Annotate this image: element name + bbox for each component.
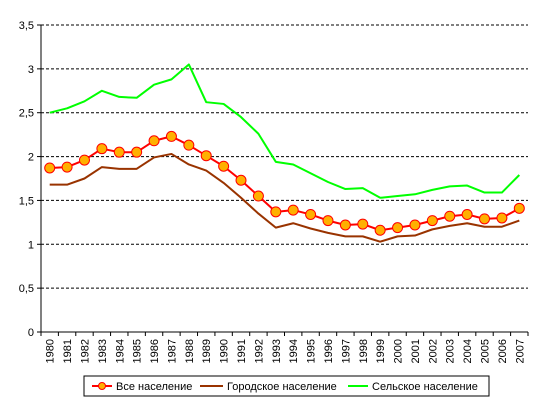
data-point-marker	[409, 219, 421, 231]
data-point-marker	[96, 143, 108, 155]
series-line-0	[49, 135, 520, 232]
x-tick-labels: 1980 1981 1982 1983 1984 1985 1986 1987 1988 1989…	[45, 339, 527, 363]
x-tick-label: 2001	[410, 339, 422, 363]
y-tick-label: 3	[28, 64, 34, 76]
data-point-marker	[131, 146, 143, 158]
legend-label-all: Все население	[116, 381, 192, 393]
y-tick-label: 2,5	[19, 108, 34, 120]
x-tick-label: 1991	[236, 339, 248, 363]
data-point-marker	[165, 130, 177, 142]
y-tick-label: 0,5	[19, 283, 34, 295]
data-point-marker	[339, 219, 351, 231]
x-tick-label: 2002	[427, 339, 439, 363]
x-tick-label: 1996	[323, 339, 335, 363]
x-tick-label: 1989	[201, 339, 213, 363]
data-point-marker	[218, 160, 230, 172]
data-point-marker	[322, 215, 334, 227]
data-point-marker	[287, 204, 299, 216]
x-tick-label: 1995	[306, 339, 318, 363]
axes	[40, 25, 529, 336]
legend-item-urban: Городское население	[200, 381, 337, 393]
x-tick-label: 1981	[62, 339, 74, 363]
data-point-marker	[252, 190, 264, 202]
x-tick-label: 1988	[184, 339, 196, 363]
data-point-marker	[305, 208, 317, 220]
y-tick-label: 0	[28, 327, 34, 339]
y-tick-label: 2	[28, 152, 34, 164]
x-tick-label: 1998	[358, 339, 370, 363]
x-tick-label: 1994	[288, 339, 300, 363]
data-point-marker	[200, 150, 212, 162]
data-point-marker	[183, 139, 195, 151]
x-tick-label: 1993	[271, 339, 283, 363]
x-tick-label: 1990	[219, 339, 231, 363]
x-tick-label: 1999	[375, 339, 387, 363]
y-tick-labels: 0 0,5 1 1,5 2 2,5 3 3,5	[19, 20, 34, 339]
data-point-marker	[513, 202, 525, 214]
x-tick-label: 1992	[253, 339, 265, 363]
series-line-2	[49, 63, 521, 199]
data-point-marker	[270, 206, 282, 218]
series-lines	[49, 63, 521, 243]
x-tick-label: 1984	[114, 339, 126, 363]
data-point-marker	[461, 208, 473, 220]
legend-item-all: Все население	[92, 381, 192, 393]
data-point-marker	[113, 146, 125, 158]
legend-label-urban: Городское население	[227, 381, 337, 393]
data-point-marker	[444, 210, 456, 222]
series-line-1	[49, 152, 520, 243]
x-tick-label: 1983	[97, 339, 109, 363]
legend-item-rural: Сельское население	[348, 381, 478, 393]
data-point-marker	[496, 212, 508, 224]
data-point-marker	[357, 218, 369, 230]
y-tick-label: 1,5	[19, 195, 34, 207]
x-tick-label: 2003	[445, 339, 457, 363]
legend-box	[83, 375, 490, 397]
y-tick-label: 1	[28, 239, 34, 251]
x-tick-label: 1980	[45, 339, 57, 363]
x-tick-label: 2006	[497, 339, 509, 363]
legend: Все население Городское население Сельск…	[83, 375, 490, 397]
data-point-marker	[61, 161, 73, 173]
x-tick-label: 1985	[132, 339, 144, 363]
data-point-marker	[479, 213, 491, 225]
data-point-marker	[44, 162, 56, 174]
x-tick-label: 1982	[79, 339, 91, 363]
legend-label-rural: Сельское население	[372, 381, 478, 393]
data-point-marker	[374, 224, 386, 236]
data-point-marker	[148, 135, 160, 147]
data-point-marker	[392, 222, 404, 234]
x-tick-label: 1986	[149, 339, 161, 363]
x-tick-label: 2005	[480, 339, 492, 363]
y-tick-label: 3,5	[19, 20, 34, 32]
x-tick-label: 1997	[340, 339, 352, 363]
data-point-marker	[78, 154, 90, 166]
data-point-marker	[235, 174, 247, 186]
x-tick-label: 2007	[514, 339, 526, 363]
x-tick-label: 2004	[462, 339, 474, 363]
x-tick-label: 1987	[166, 339, 178, 363]
series-markers	[44, 130, 525, 236]
x-tick-label: 2000	[393, 339, 405, 363]
legend-marker-all	[98, 382, 106, 390]
data-point-marker	[426, 215, 438, 227]
